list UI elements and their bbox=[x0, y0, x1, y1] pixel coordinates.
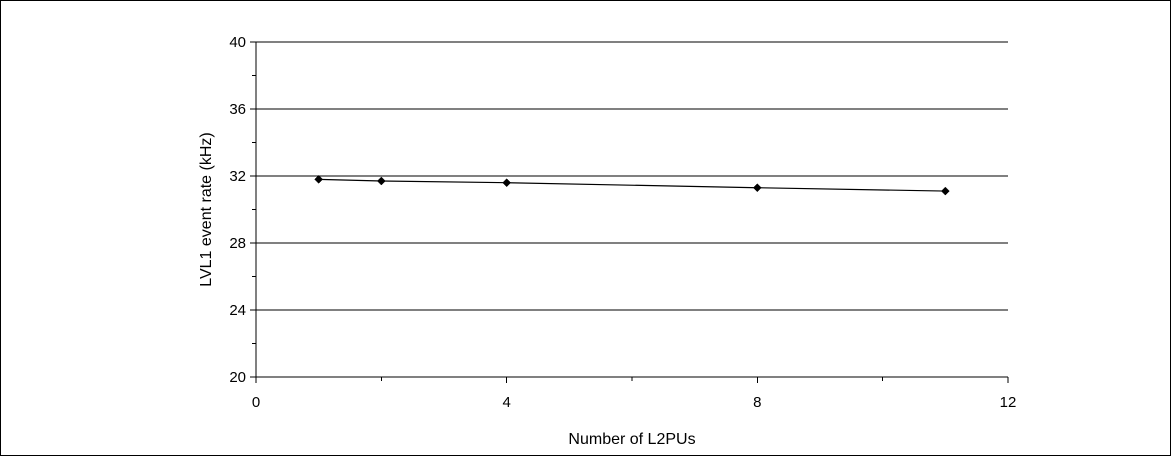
y-tick-label-40: 40 bbox=[229, 34, 246, 51]
y-tick-label-20: 20 bbox=[229, 369, 246, 386]
data-point-4 bbox=[502, 178, 512, 188]
data-point-8 bbox=[752, 183, 762, 193]
data-point-2 bbox=[376, 176, 386, 186]
tick-labels: 20 24 28 32 36 40 0 4 8 12 bbox=[229, 34, 1016, 411]
y-tick-label-36: 36 bbox=[229, 101, 246, 118]
y-tick-label-32: 32 bbox=[229, 168, 246, 185]
series-0-line bbox=[318, 178, 946, 192]
x-axis-title: Number of L2PUs bbox=[568, 431, 695, 448]
axes bbox=[250, 41, 1009, 383]
data-point-11 bbox=[940, 186, 950, 196]
y-tick-label-24: 24 bbox=[229, 302, 246, 319]
x-tick-label-12: 12 bbox=[1000, 394, 1017, 411]
x-tick-label-0: 0 bbox=[252, 394, 260, 411]
x-tick-label-4: 4 bbox=[502, 394, 510, 411]
x-tick-label-8: 8 bbox=[753, 394, 761, 411]
y-axis-title: LVL1 event rate (kHz) bbox=[198, 132, 215, 286]
y-tick-label-28: 28 bbox=[229, 235, 246, 252]
data-point-1 bbox=[314, 174, 324, 184]
series bbox=[314, 174, 950, 196]
gridlines bbox=[256, 41, 1008, 311]
